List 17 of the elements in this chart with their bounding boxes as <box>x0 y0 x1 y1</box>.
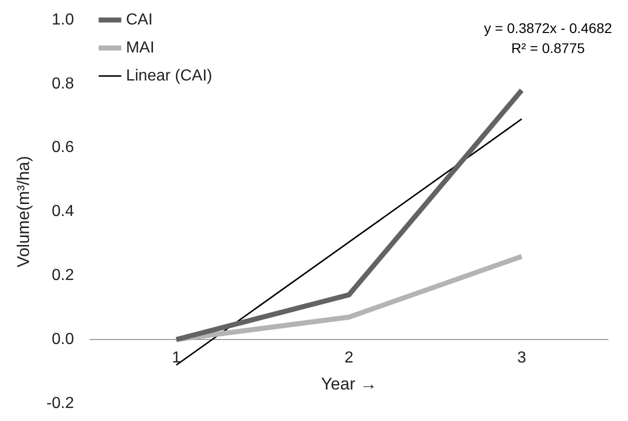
y-tick-label: -0.2 <box>46 394 74 412</box>
legend-label: MAI <box>126 39 154 56</box>
annotation: R² = 0.8775 <box>511 40 585 56</box>
x-tick-label: 2 <box>344 350 354 367</box>
y-tick-label: 1.0 <box>52 11 74 28</box>
x-axis-title: Year → <box>320 374 378 394</box>
legend-label: Linear (CAI) <box>126 67 212 84</box>
annotation: y = 0.3872x - 0.4682 <box>484 20 612 36</box>
y-tick-label: 0.8 <box>52 75 74 92</box>
x-tick-label: 1 <box>172 350 181 367</box>
legend-label: CAI <box>126 11 153 28</box>
y-tick-label: 0.4 <box>52 203 74 220</box>
x-tick-label: 3 <box>517 350 526 367</box>
y-tick-label: 0.2 <box>52 267 74 284</box>
y-tick-label: 0.6 <box>52 139 74 156</box>
y-tick-label: 0.0 <box>52 330 74 348</box>
y-axis-title: Volume(m³/ha) <box>14 156 33 268</box>
